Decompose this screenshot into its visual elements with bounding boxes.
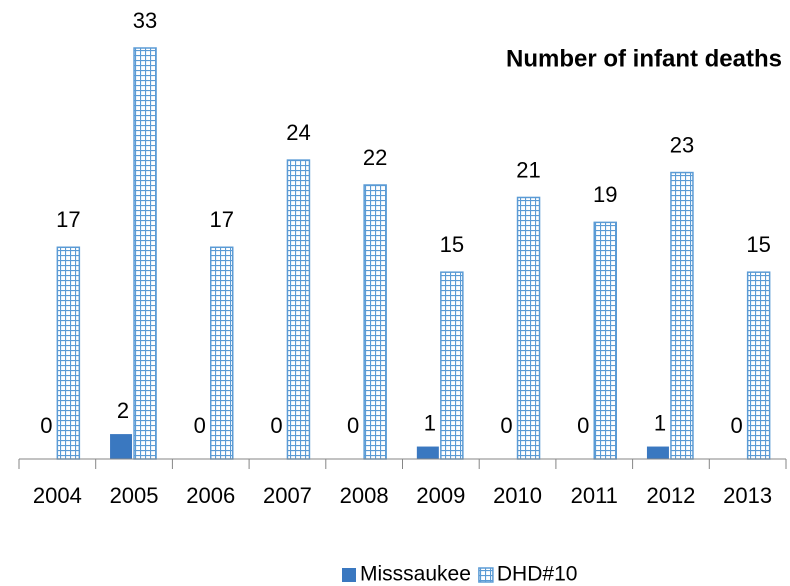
x-tick-label: 2005 <box>110 483 159 508</box>
value-label: 0 <box>500 413 512 438</box>
legend-text: Misssaukee <box>360 563 471 586</box>
x-tick-label: 2006 <box>186 483 235 508</box>
chart-title: Number of infant deaths <box>506 45 782 72</box>
bar <box>363 184 387 460</box>
bar <box>516 196 541 460</box>
x-tick-label: 2011 <box>571 483 618 508</box>
bar <box>746 271 771 460</box>
value-label: 1 <box>424 410 436 435</box>
x-tick-label: 2009 <box>416 483 465 508</box>
bar <box>670 171 694 460</box>
value-label: 21 <box>516 157 540 182</box>
value-label: 0 <box>194 413 206 438</box>
bar <box>646 446 669 459</box>
value-label: 15 <box>746 232 770 257</box>
x-tick-label: 2004 <box>33 483 82 508</box>
value-label: 0 <box>347 413 359 438</box>
legend-text: DHD#10 <box>497 563 578 586</box>
value-label: 22 <box>363 145 387 170</box>
legend-swatch <box>342 568 356 582</box>
bar <box>440 271 464 460</box>
x-tick-label: 2007 <box>263 483 312 508</box>
value-label: 2 <box>117 398 129 423</box>
value-label: 15 <box>440 232 464 257</box>
value-label: 0 <box>40 413 52 438</box>
x-tick-label: 2008 <box>340 483 389 508</box>
value-label: 17 <box>56 207 80 232</box>
x-tick-label: 2013 <box>723 483 772 508</box>
value-label: 17 <box>210 207 234 232</box>
x-tick-label: 2012 <box>646 483 695 508</box>
value-label: 23 <box>670 132 694 157</box>
bar <box>416 446 439 459</box>
bar <box>286 159 311 460</box>
bar <box>133 47 157 460</box>
legend-swatch <box>478 567 494 583</box>
value-label: 33 <box>133 8 157 33</box>
bar <box>210 246 234 460</box>
value-label: 1 <box>654 410 666 435</box>
value-label: 0 <box>731 413 743 438</box>
value-label: 0 <box>270 413 282 438</box>
bar <box>56 246 81 460</box>
bar <box>593 221 617 460</box>
value-label: 19 <box>593 182 617 207</box>
bar <box>110 434 133 459</box>
value-label: 24 <box>286 120 310 145</box>
x-tick-label: 2010 <box>493 483 542 508</box>
value-label: 0 <box>577 413 589 438</box>
